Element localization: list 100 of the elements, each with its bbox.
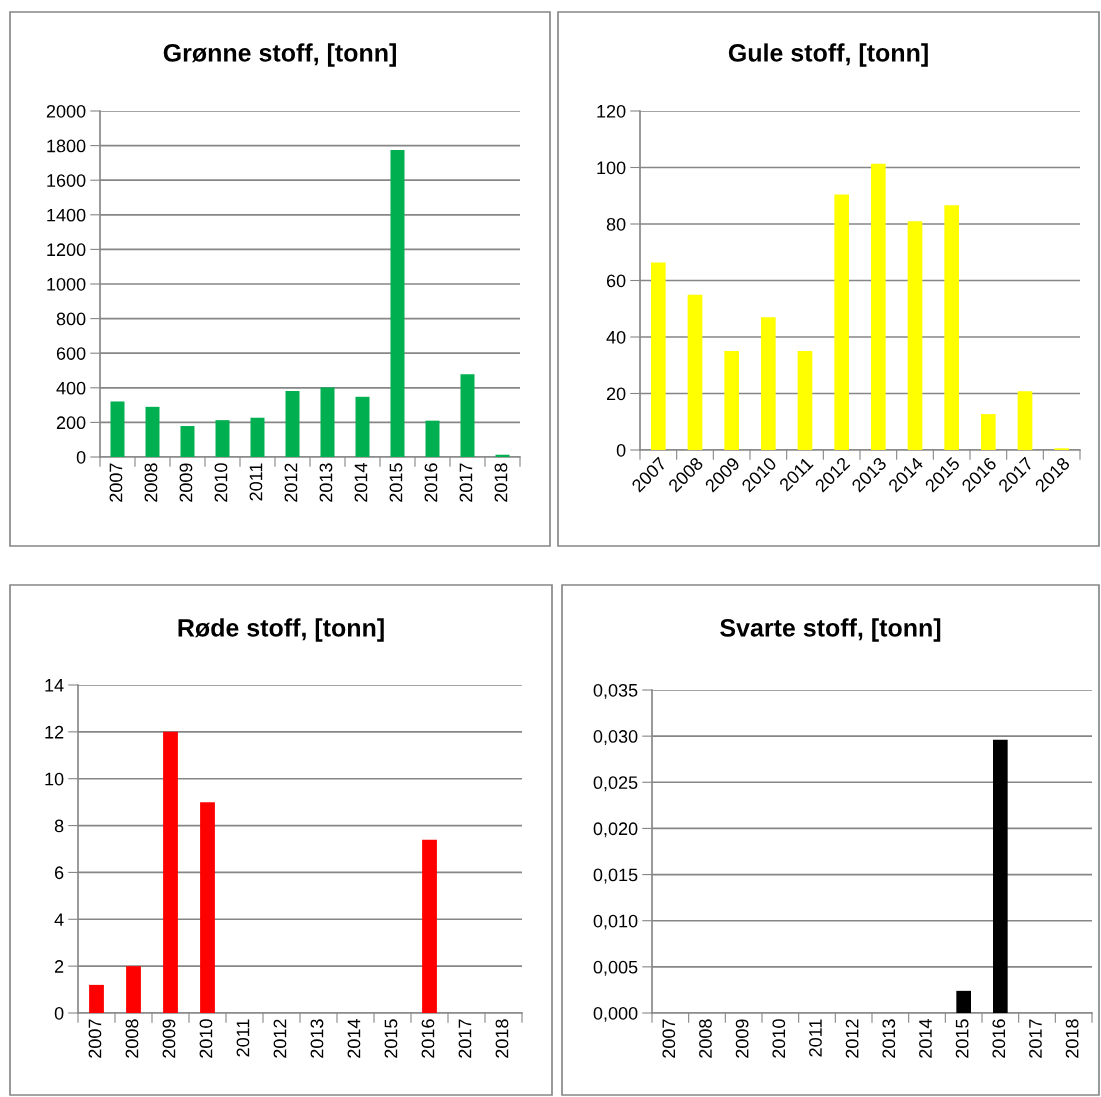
bar: [110, 401, 125, 457]
y-tick-label: 20: [606, 387, 626, 401]
x-tick-label: 2008: [144, 463, 158, 502]
y-tick-label: 0,020: [593, 822, 638, 838]
y-tick-label: 0,005: [593, 960, 638, 976]
y-tick-label: 12: [45, 725, 64, 739]
x-tick-label: 2015: [384, 1019, 398, 1058]
y-tick-label: 0,015: [593, 868, 638, 884]
y-tick-label: 120: [597, 104, 626, 118]
x-tick-label: 2011: [249, 463, 263, 501]
y-tick-label: 0: [54, 1006, 64, 1020]
x-tick-label: 2007: [88, 1019, 102, 1058]
y-tick-label: 2: [54, 960, 64, 973]
y-tick-label: 1800: [47, 139, 86, 153]
x-tick-label: 2008: [125, 1019, 139, 1058]
x-tick-label: 2017: [1029, 1019, 1042, 1058]
bar: [834, 194, 849, 450]
y-tick-label: 6: [54, 866, 64, 880]
bar: [390, 149, 405, 457]
x-tick-label: 2012: [845, 1019, 859, 1058]
bar: [425, 420, 440, 457]
y-tick-label: 1400: [47, 208, 86, 222]
y-tick-label: 1000: [47, 277, 86, 291]
bar: [495, 454, 510, 457]
bar: [250, 417, 265, 457]
x-tick-label: 2015: [955, 1019, 969, 1058]
y-tick-label: 0,030: [593, 730, 638, 745]
bar: [761, 317, 776, 450]
x-tick-label: 2015: [389, 463, 403, 502]
chart-title: Gule stoff, [tonn]: [728, 43, 928, 67]
bar: [355, 396, 370, 457]
y-tick-label: 1200: [47, 243, 86, 257]
x-tick-label: 2016: [992, 1019, 1006, 1058]
y-tick-label: 0,010: [593, 914, 638, 930]
bar: [200, 802, 215, 1013]
y-tick-label: 0: [616, 443, 626, 457]
chart-title: Svarte stoff, [tonn]: [720, 618, 941, 642]
y-tick-label: 200: [56, 416, 86, 430]
y-tick-label: 600: [56, 347, 86, 360]
y-tick-label: 80: [606, 217, 626, 231]
y-tick-label: 14: [45, 679, 64, 692]
bar: [145, 406, 160, 457]
bar: [285, 391, 300, 457]
y-tick-label: 1600: [47, 174, 86, 187]
bar: [126, 966, 141, 1013]
x-tick-label: 2017: [459, 463, 473, 502]
bar: [797, 351, 813, 450]
x-tick-label: 2016: [421, 1019, 435, 1058]
x-tick-label: 2014: [347, 1019, 361, 1058]
bar: [907, 221, 923, 450]
x-tick-label: 2014: [919, 1019, 932, 1058]
x-tick-label: 2007: [109, 463, 123, 502]
x-tick-label: 2014: [354, 463, 368, 502]
x-tick-label: 2009: [179, 463, 193, 502]
x-tick-label: 2013: [319, 463, 333, 502]
x-tick-label: 2013: [310, 1019, 324, 1058]
bar: [981, 414, 996, 450]
bar: [180, 426, 195, 457]
y-tick-label: 8: [54, 819, 64, 833]
bar: [687, 294, 703, 450]
y-tick-label: 60: [606, 274, 626, 288]
y-tick-label: 100: [597, 161, 626, 175]
bar: [422, 839, 437, 1013]
x-tick-label: 2010: [772, 1019, 786, 1058]
bar: [1017, 391, 1033, 450]
y-tick-label: 0: [76, 450, 86, 464]
x-tick-label: 2013: [882, 1019, 896, 1058]
bar: [89, 984, 104, 1013]
chart-title: Grønne stoff, [tonn]: [163, 43, 396, 67]
y-tick-label: 0,035: [593, 683, 638, 699]
x-tick-label: 2010: [214, 463, 228, 502]
chart-title: Røde stoff, [tonn]: [178, 618, 384, 642]
bar: [460, 374, 475, 457]
x-tick-label: 2018: [494, 463, 508, 502]
x-tick-label: 2009: [735, 1019, 749, 1058]
y-tick-label: 400: [56, 381, 86, 395]
x-tick-label: 2007: [662, 1019, 676, 1058]
x-tick-label: 2011: [236, 1019, 250, 1057]
y-tick-label: 800: [56, 312, 86, 326]
x-tick-label: 2012: [284, 463, 298, 502]
bar: [871, 163, 886, 450]
x-tick-label: 2018: [1065, 1019, 1079, 1058]
x-tick-label: 2017: [458, 1019, 472, 1058]
y-tick-label: 0,025: [593, 776, 638, 792]
y-tick-label: 4: [54, 913, 64, 926]
x-tick-label: 2012: [273, 1019, 287, 1058]
y-tick-label: 0,000: [593, 1006, 638, 1022]
x-tick-label: 2010: [199, 1019, 213, 1058]
bar: [724, 351, 739, 450]
x-tick-label: 2008: [699, 1019, 712, 1058]
bar: [320, 387, 335, 457]
bar: [215, 420, 230, 457]
x-tick-label: 2016: [424, 463, 438, 502]
bar: [163, 731, 178, 1013]
x-tick-label: 2011: [809, 1019, 822, 1057]
x-tick-label: 2018: [495, 1019, 509, 1058]
y-tick-label: 2000: [46, 104, 86, 118]
x-tick-label: 2009: [162, 1019, 176, 1058]
bar: [651, 262, 666, 450]
y-tick-label: 10: [45, 772, 64, 786]
